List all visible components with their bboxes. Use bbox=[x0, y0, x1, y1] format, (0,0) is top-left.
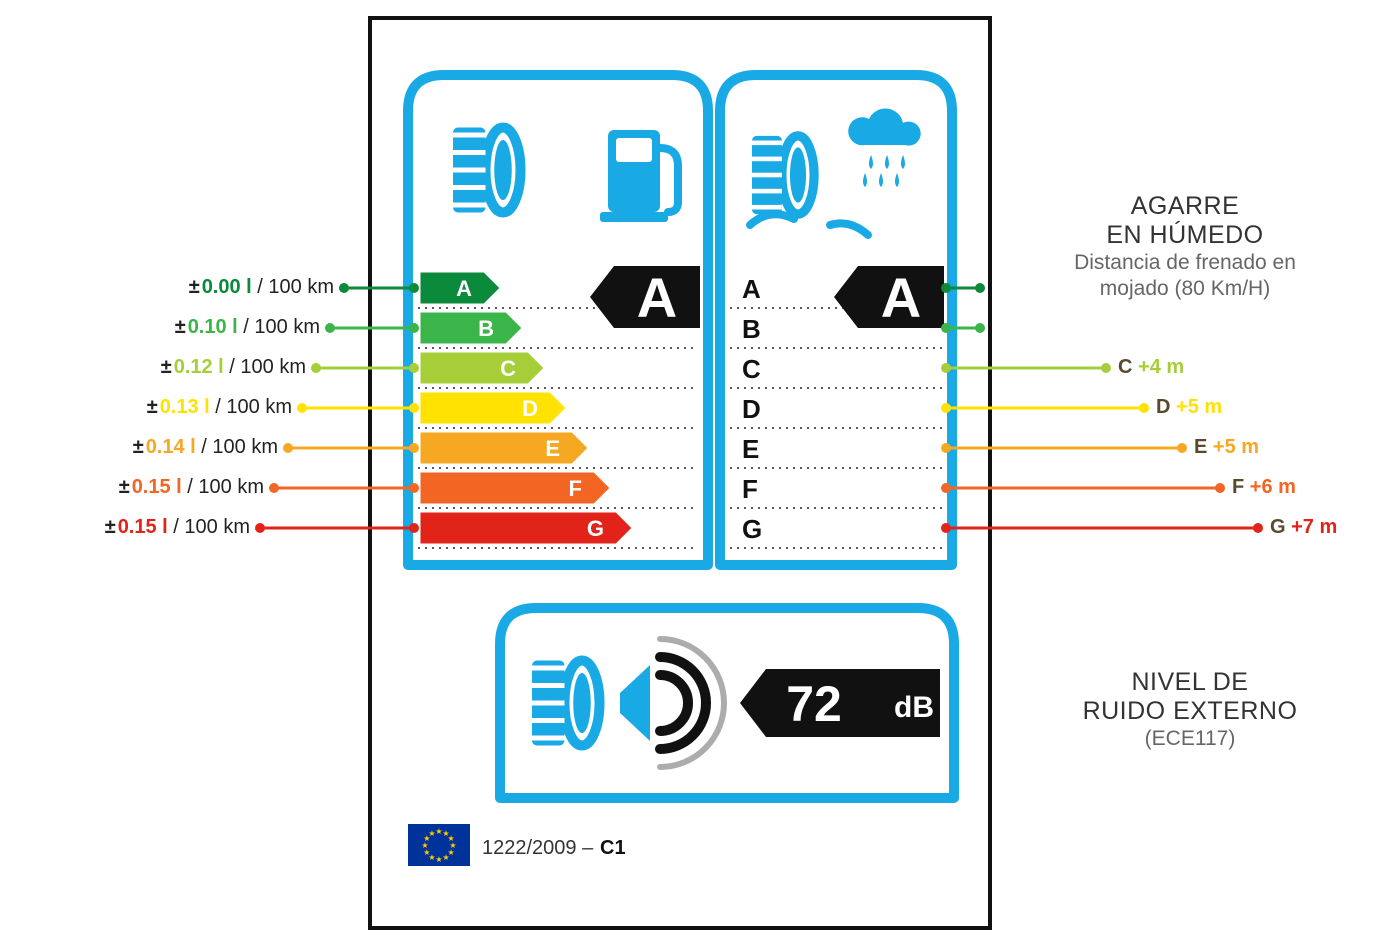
noise-title-1: NIVEL DE bbox=[1020, 668, 1360, 697]
svg-text:B: B bbox=[478, 316, 494, 341]
fuel-row-value: ±0.14 l / 100 km bbox=[133, 436, 278, 459]
svg-text:★: ★ bbox=[428, 829, 435, 838]
fuel-row-value: ±0.10 l / 100 km bbox=[175, 316, 320, 339]
tyre-label: AABBCCDDEEFFGGAA72dB★★★★★★★★★★★★1222/200… bbox=[0, 0, 1400, 945]
svg-text:A: A bbox=[742, 274, 761, 304]
svg-text:72: 72 bbox=[786, 676, 842, 732]
svg-text:A: A bbox=[881, 266, 921, 329]
fuel-row-value: ±0.12 l / 100 km bbox=[161, 356, 306, 379]
wet-title-2: EN HÚMEDO bbox=[1000, 221, 1370, 250]
fuel-row-value: ±0.15 l / 100 km bbox=[119, 476, 264, 499]
wet-row-value: E +5 m bbox=[1194, 436, 1259, 459]
svg-text:C: C bbox=[742, 354, 761, 384]
noise-callout: NIVEL DE RUIDO EXTERNO (ECE117) bbox=[1020, 668, 1360, 752]
svg-text:A: A bbox=[637, 266, 677, 329]
fuel-row-value: ±0.15 l / 100 km bbox=[105, 516, 250, 539]
svg-text:D: D bbox=[522, 396, 538, 421]
fuel-row-value: ±0.00 l / 100 km bbox=[189, 276, 334, 299]
wet-title-1: AGARRE bbox=[1000, 192, 1370, 221]
wet-sub-2: mojado (80 Km/H) bbox=[1000, 276, 1370, 302]
wet-callout: AGARRE EN HÚMEDO Distancia de frenado en… bbox=[1000, 192, 1370, 302]
svg-text:G: G bbox=[587, 516, 604, 541]
wet-row-value: F +6 m bbox=[1232, 476, 1296, 499]
svg-text:dB: dB bbox=[894, 691, 934, 724]
svg-text:E: E bbox=[545, 436, 560, 461]
svg-text:★: ★ bbox=[435, 855, 442, 864]
fuel-row-value: ±0.13 l / 100 km bbox=[147, 396, 292, 419]
svg-text:C: C bbox=[500, 356, 516, 381]
wet-row-value: D +5 m bbox=[1156, 396, 1222, 419]
svg-text:F: F bbox=[742, 474, 758, 504]
wet-sub-1: Distancia de frenado en bbox=[1000, 250, 1370, 276]
wet-row-value: C +4 m bbox=[1118, 356, 1184, 379]
svg-text:E: E bbox=[742, 434, 759, 464]
svg-text:F: F bbox=[569, 476, 582, 501]
svg-text:★: ★ bbox=[442, 853, 449, 862]
svg-text:C1: C1 bbox=[600, 837, 626, 859]
svg-text:A: A bbox=[456, 276, 472, 301]
svg-text:B: B bbox=[742, 314, 761, 344]
svg-text:1222/2009 –: 1222/2009 – bbox=[482, 837, 594, 859]
svg-text:D: D bbox=[742, 394, 761, 424]
svg-text:G: G bbox=[742, 514, 762, 544]
noise-title-2: RUIDO EXTERNO bbox=[1020, 697, 1360, 726]
wet-row-value: G +7 m bbox=[1270, 516, 1337, 539]
noise-sub-1: (ECE117) bbox=[1020, 726, 1360, 752]
